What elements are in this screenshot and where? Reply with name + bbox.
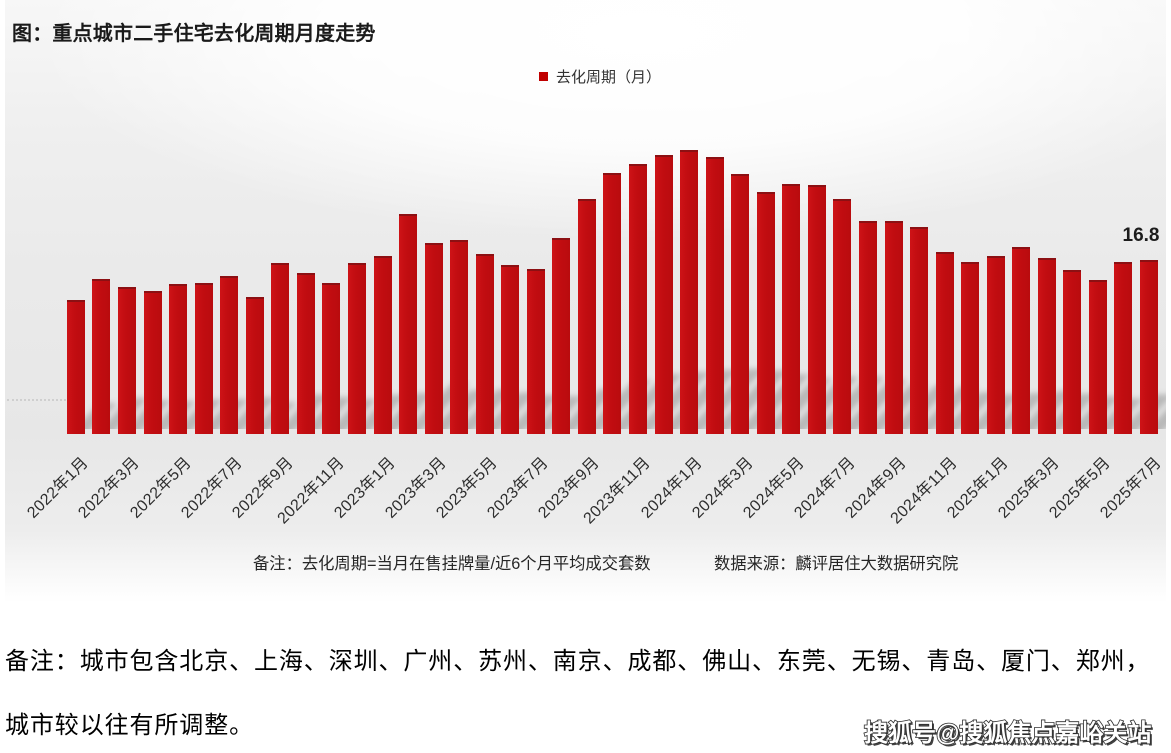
bar-2023年2月 [399, 214, 418, 434]
bar-2025年7月 [1140, 260, 1158, 434]
bar-2023年7月 [526, 269, 545, 434]
bar-2024年1月 [680, 150, 699, 434]
bar-2022年8月 [245, 297, 264, 434]
footnote-line1: 备注：城市包含北京、上海、深圳、广州、苏州、南京、成都、佛山、东莞、无锡、青岛、… [5, 649, 1151, 675]
bar-2022年12月 [347, 263, 366, 434]
watermark-sohu: 搜狐号@搜狐焦点嘉峪关站 [863, 719, 1152, 748]
bar-2024年8月 [858, 220, 877, 434]
bar-2023年8月 [552, 238, 571, 434]
bar-2022年7月 [220, 275, 239, 434]
legend-label: 去化周期（月） [556, 69, 662, 86]
bar-2023年1月 [373, 255, 392, 434]
bar-2024年9月 [884, 220, 903, 434]
dotted-gridline [7, 399, 66, 401]
bar-2025年6月 [1114, 262, 1133, 434]
bar-2023年11月 [629, 163, 647, 434]
bar-2024年6月 [807, 185, 826, 434]
note-formula: 备注：去化周期=当月在售挂牌量/近6个月平均成交套数 [253, 555, 651, 573]
bar-2023年9月 [577, 198, 596, 434]
bar-2022年5月 [169, 283, 188, 434]
last-bar-value-label: 16.8 [1122, 225, 1160, 246]
bar-2022年4月 [143, 291, 162, 434]
bar-2023年5月 [475, 253, 494, 434]
bar-2024年11月 [935, 251, 954, 434]
bar-2022年2月 [92, 278, 111, 434]
bar-2023年4月 [450, 240, 469, 434]
bar-2025年1月 [986, 255, 1005, 434]
bar-2022年1月 [66, 300, 85, 434]
bar-2024年12月 [961, 262, 980, 434]
bar-2023年10月 [603, 173, 622, 434]
bar-2022年9月 [271, 263, 290, 434]
bar-2022年11月 [322, 282, 341, 434]
bar-2022年10月 [296, 273, 315, 434]
bar-2024年5月 [782, 184, 801, 434]
bar-2024年4月 [756, 191, 775, 434]
bar-2025年5月 [1088, 279, 1107, 434]
bar-2024年7月 [833, 198, 852, 434]
bar-2025年3月 [1037, 257, 1056, 434]
note-data-source: 数据来源：麟评居住大数据研究院 [714, 555, 959, 573]
bar-2025年2月 [1012, 246, 1031, 434]
bar-2024年10月 [910, 226, 929, 434]
bar-2022年3月 [118, 286, 136, 434]
bar-2023年6月 [501, 265, 520, 434]
bar-2022年6月 [194, 282, 213, 434]
legend: 去化周期（月） [539, 66, 661, 87]
bar-2023年12月 [654, 155, 673, 434]
bar-chart-plot: 16.8 [5, 0, 1166, 603]
chart-panel: 图：重点城市二手住宅去化周期月度走势 去化周期（月） 16.8 2022年1月 2… [5, 0, 1166, 603]
legend-swatch-icon [539, 72, 548, 81]
bar-2023年3月 [424, 243, 443, 434]
bar-2024年3月 [731, 174, 750, 434]
bar-2025年4月 [1063, 270, 1082, 434]
chart-title: 图：重点城市二手住宅去化周期月度走势 [12, 23, 376, 45]
footnote-line2: 城市较以往有所调整。 [5, 713, 254, 739]
bar-2024年2月 [705, 157, 724, 434]
